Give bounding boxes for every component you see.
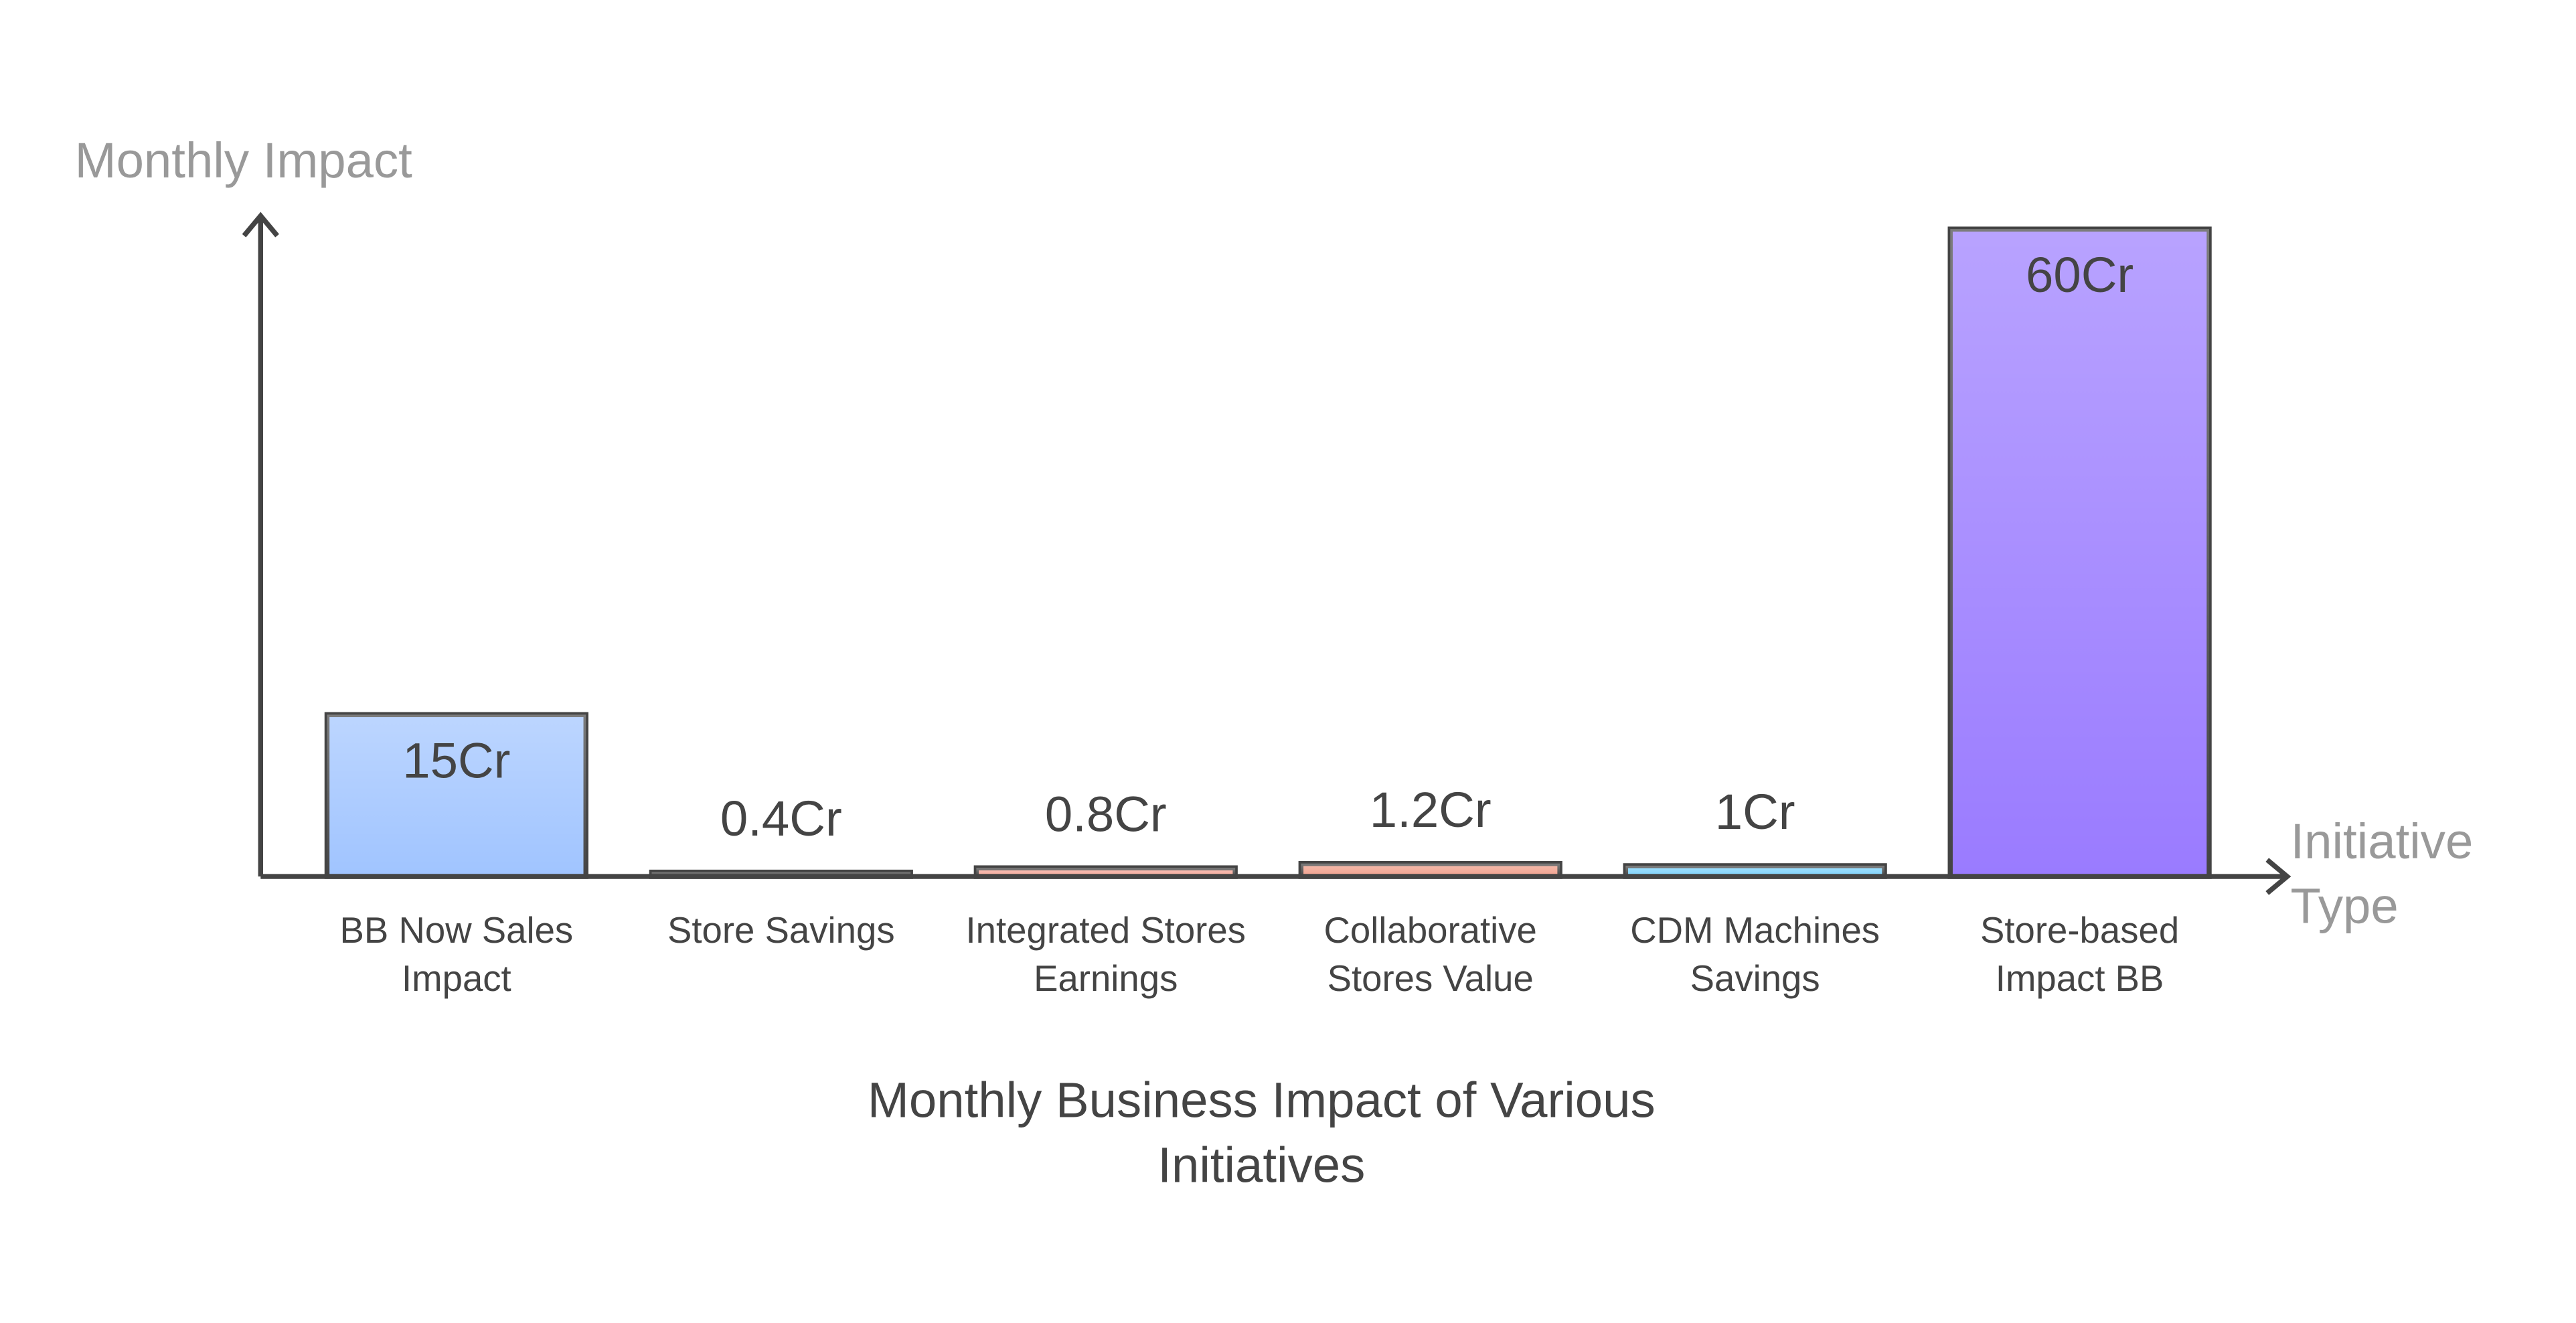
x-tick-label: BB Now Sales Impact — [339, 909, 574, 999]
x-tick-label: CDM Machines Savings — [1630, 909, 1880, 999]
x-axis-arrow — [2265, 858, 2291, 895]
y-axis-arrow — [242, 212, 279, 238]
x-tick-label-box: CDM Machines Savings — [1630, 909, 1880, 999]
title-box: Monthly Business Impact of Various Initi… — [867, 1074, 1656, 1194]
bar-shade — [327, 714, 586, 877]
x-tick-label: Store Savings — [667, 909, 895, 951]
x-tick-label-box: Collaborative Stores Value — [1323, 909, 1537, 999]
value-label: 0.8Cr — [1045, 786, 1167, 842]
value-label: 15Cr — [402, 732, 510, 788]
bar-shade — [1950, 229, 2210, 877]
chart-title: Monthly Business Impact of Various Initi… — [867, 1074, 1656, 1194]
value-label: 0.4Cr — [720, 791, 842, 846]
value-label: 1.2Cr — [1370, 782, 1492, 838]
x-tick-label-box: BB Now Sales Impact — [339, 909, 574, 999]
x-axis-label: Initiative Type — [2290, 815, 2474, 935]
x-tick-label-box: Integrated Stores Earnings — [965, 909, 1246, 999]
value-label: 60Cr — [2026, 247, 2134, 303]
y-axis-label: Monthly Impact — [75, 133, 413, 188]
x-tick-label: Store-based Impact BB — [1980, 909, 2180, 999]
x-tick-label-box: Store-based Impact BB — [1980, 909, 2180, 999]
x-axis-label-box: Initiative Type — [2290, 815, 2474, 935]
value-label: 1Cr — [1715, 784, 1795, 840]
x-tick-label-box: Store Savings — [667, 909, 895, 951]
bar-shade — [1301, 863, 1560, 877]
x-tick-label: Integrated Stores Earnings — [965, 909, 1246, 999]
x-tick-label: Collaborative Stores Value — [1323, 909, 1537, 999]
bar-shade — [1625, 865, 1885, 877]
